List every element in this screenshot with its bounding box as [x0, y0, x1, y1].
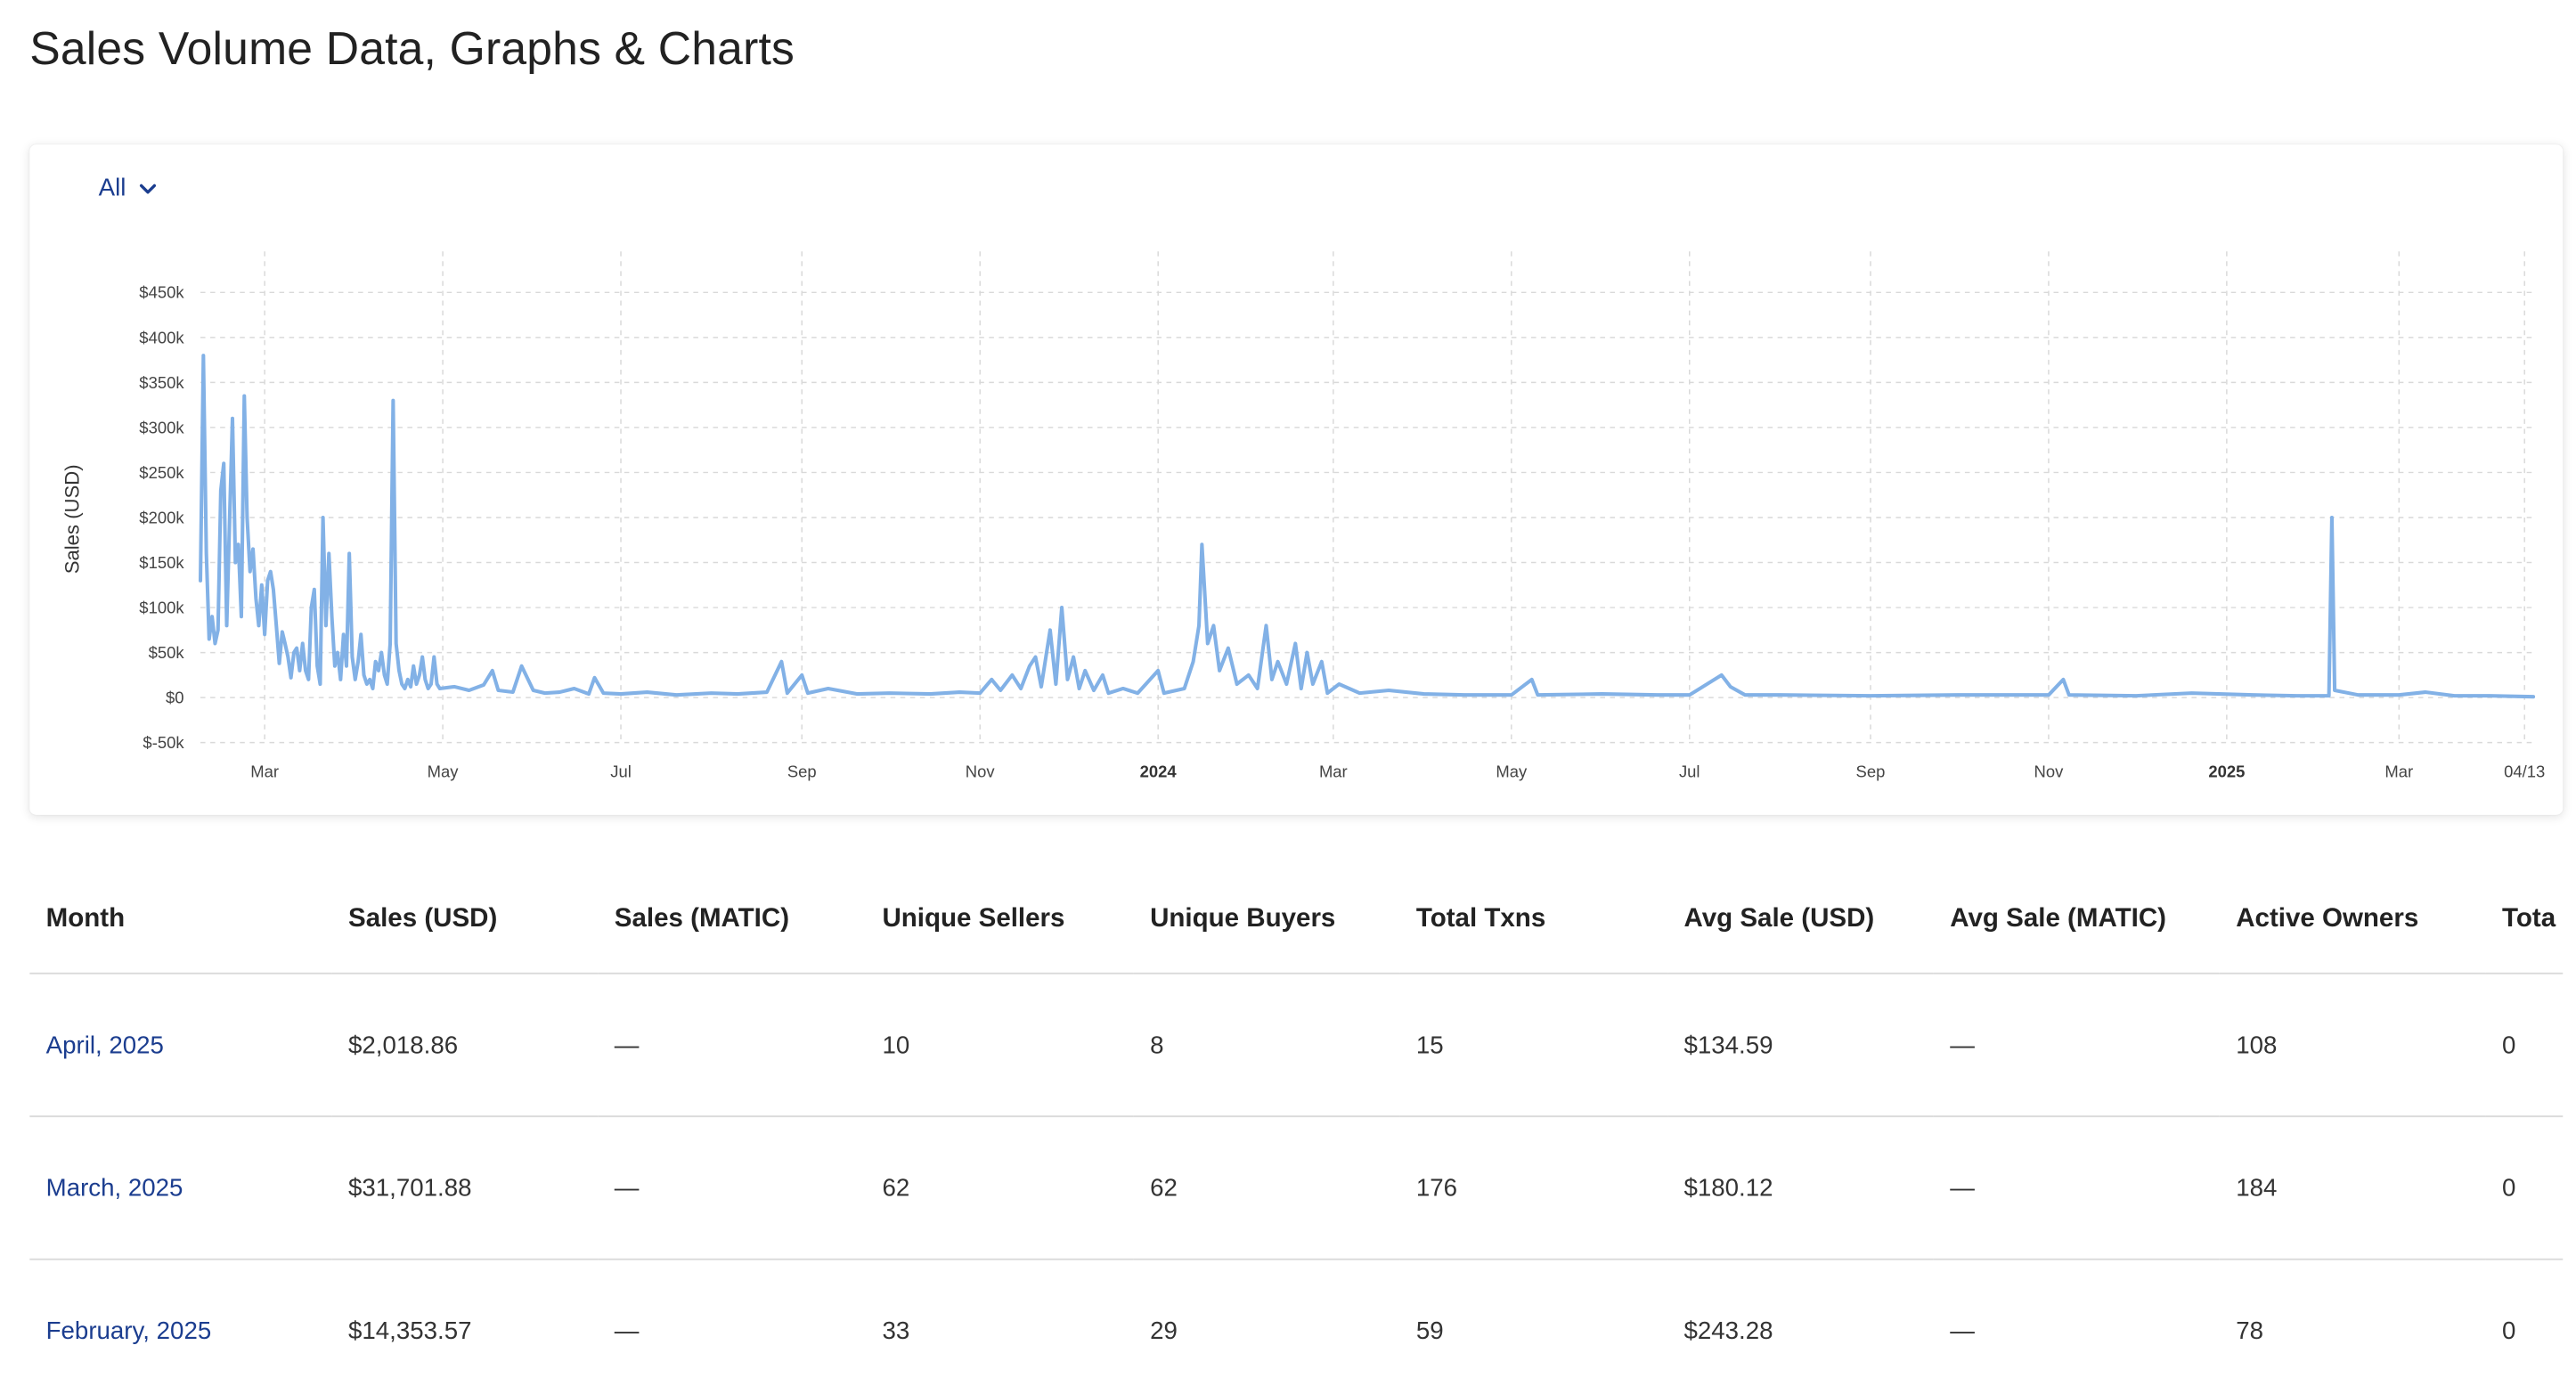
x-tick-label: 2025	[2208, 762, 2245, 780]
y-tick-label: $450k	[139, 283, 184, 302]
table-cell: 15	[1399, 973, 1668, 1118]
table-cell: 8	[1133, 973, 1400, 1118]
table-cell: —	[1933, 1116, 2220, 1260]
y-tick-label: $200k	[139, 508, 184, 526]
table-cell: 78	[2236, 1317, 2264, 1345]
table-cell: —	[1950, 1317, 1975, 1345]
table-cell: —	[598, 1116, 866, 1260]
x-tick-label: Sep	[787, 762, 817, 780]
table-cell: $180.12	[1667, 1116, 1934, 1260]
table-cell: $2,018.86	[331, 973, 599, 1118]
table-body: April, 2025 $2,018.86—10 8 15 $134.59—108 0 Ma…	[29, 973, 2564, 1386]
x-tick-label: Nov	[2034, 762, 2065, 780]
chart-series	[198, 354, 2536, 699]
sales-volume-chart: $-50k $0 $50k $100k $150k $200k $250k $300k $350…	[61, 251, 2545, 780]
y-axis: $-50k $0 $50k $100k $150k $200k $250k $300k $350…	[139, 283, 184, 752]
range-dropdown-value: All	[98, 174, 126, 202]
table-cell: 59	[1415, 1317, 1444, 1345]
table-cell: 33	[882, 1317, 910, 1345]
x-tick-label: Sep	[1856, 762, 1886, 780]
column-header[interactable]: Avg Sale (MATIC)	[1933, 867, 2220, 974]
x-axis: Mar May Jul Sep Nov 2024 Mar May Jul Sep Nov 2025 Ma…	[250, 762, 2545, 780]
x-tick-label: May	[428, 762, 460, 780]
table-cell: 176	[1399, 1116, 1668, 1260]
chart-grid	[200, 251, 2534, 744]
x-tick-label: Jul	[610, 762, 632, 780]
y-tick-label: $0	[166, 689, 184, 707]
column-header[interactable]: Avg Sale (USD)	[1667, 867, 1934, 974]
month-link[interactable]: April, 2025	[29, 973, 332, 1118]
table-cell: $134.59	[1667, 973, 1934, 1118]
y-tick-label: $300k	[139, 418, 184, 436]
chart-card: $-50k $0 $50k $100k $150k $200k $250k $300k $350…	[29, 144, 2564, 815]
sales-usd-line[interactable]	[198, 354, 2536, 699]
table-cell: —	[1933, 973, 2220, 1118]
y-tick-label: $350k	[139, 373, 184, 392]
table-cell: 62	[865, 1116, 1134, 1260]
y-tick-label: $250k	[139, 463, 184, 482]
y-tick-label: $50k	[149, 643, 185, 662]
column-header[interactable]: Tota	[2485, 867, 2564, 974]
table-cell: —	[614, 1317, 640, 1345]
table-cell: 62	[1133, 1116, 1400, 1260]
column-header[interactable]: Active Owners	[2219, 867, 2486, 974]
x-tick-label: Mar	[1319, 762, 1348, 780]
y-tick-label: $-50k	[143, 733, 184, 752]
x-tick-label: May	[1496, 762, 1528, 780]
page-title: Sales Volume Data, Graphs & Charts	[29, 22, 795, 74]
monthly-stats-table: Month Sales (USD) Sales (MATIC) Unique Sell…	[29, 867, 2564, 1386]
month-link[interactable]: March, 2025	[29, 1116, 332, 1260]
column-header[interactable]: Month	[29, 867, 332, 974]
chevron-down-icon	[135, 176, 159, 200]
table-cell: —	[598, 973, 866, 1118]
column-header[interactable]: Sales (MATIC)	[598, 867, 866, 974]
table-header-row: Month Sales (USD) Sales (MATIC) Unique Sell…	[29, 867, 2564, 974]
x-tick-label: Mar	[2384, 762, 2413, 780]
x-tick-label: 04/13	[2504, 762, 2545, 780]
table-cell: 10	[865, 973, 1134, 1118]
table-cell: $14,353.57	[348, 1317, 472, 1345]
monthly-stats-table-wrap: Month Sales (USD) Sales (MATIC) Unique Sell…	[29, 867, 2564, 1386]
table-row: March, 2025 $31,701.88—62 62 176 $180.12—184…	[29, 1116, 2564, 1260]
x-tick-label: 2024	[1140, 762, 1178, 780]
table-cell: 108	[2219, 973, 2486, 1118]
y-tick-label: $100k	[139, 599, 184, 617]
table-cell: 184	[2219, 1116, 2486, 1260]
y-tick-label: $400k	[139, 328, 184, 346]
x-tick-label: Jul	[1679, 762, 1700, 780]
x-tick-label: Mar	[250, 762, 279, 780]
table-cell: $31,701.88	[331, 1116, 599, 1260]
table-cell: 0	[2485, 1116, 2564, 1260]
range-dropdown[interactable]: All	[99, 175, 159, 202]
table-row: February, 2025 $14,353.57 — 33 29 59 $243.28 — 7…	[29, 1260, 2563, 1386]
column-header[interactable]: Unique Buyers	[1133, 867, 1400, 974]
column-header[interactable]: Total Txns	[1399, 867, 1668, 974]
x-tick-label: Nov	[966, 762, 996, 780]
table-row: April, 2025 $2,018.86—10 8 15 $134.59—108 0	[29, 973, 2564, 1118]
table-cell: 29	[1150, 1317, 1178, 1345]
column-header[interactable]: Unique Sellers	[865, 867, 1134, 974]
table-cell: 0	[2485, 973, 2564, 1118]
column-header[interactable]: Sales (USD)	[331, 867, 599, 974]
table-cell: 0	[2502, 1317, 2516, 1345]
month-link[interactable]: February, 2025	[45, 1317, 212, 1345]
table-cell: $243.28	[1683, 1317, 1773, 1345]
y-axis-title: Sales (USD)	[61, 464, 84, 574]
y-tick-label: $150k	[139, 553, 184, 572]
